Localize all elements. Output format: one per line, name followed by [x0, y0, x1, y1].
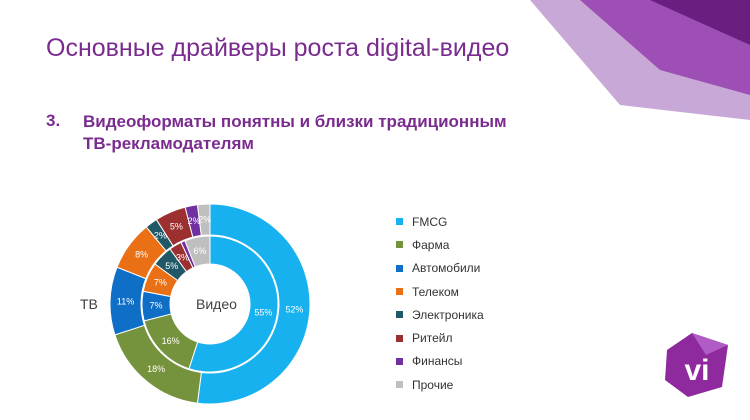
- inner-ring-slice-0: [188, 235, 279, 373]
- outer-ring-label-7: 2%: [198, 215, 211, 225]
- inner-ring-label-3: 7%: [154, 278, 167, 288]
- inner-ring-label-2: 7%: [150, 301, 163, 311]
- legend-swatch: [396, 334, 403, 342]
- outer-ring-label-4: 2%: [154, 231, 167, 241]
- outer-ring-label-5: 5%: [170, 221, 183, 231]
- legend-item: Автомобили: [396, 257, 484, 280]
- inner-ring-label: Видео: [196, 296, 237, 312]
- legend-swatch: [396, 288, 403, 296]
- legend-item: Ритейл: [396, 326, 484, 349]
- section-heading: Видеоформаты понятны и близки традиционн…: [83, 111, 507, 155]
- chart-legend: FMCG Фарма Автомобили Телеком Электроника Рит…: [396, 210, 484, 396]
- legend-swatch: [396, 218, 403, 226]
- vi-logo: vi: [665, 333, 728, 397]
- legend-label: Фарма: [412, 237, 450, 252]
- outer-ring-label: ТВ: [80, 296, 98, 312]
- legend-label: FMCG: [412, 214, 448, 229]
- legend-swatch: [396, 357, 403, 365]
- legend-swatch: [396, 381, 403, 389]
- inner-ring-slice-7: [184, 235, 211, 268]
- inner-ring-label-5: 3%: [176, 253, 189, 263]
- logo-shape-highlight: [692, 333, 728, 355]
- legend-label: Телеком: [412, 284, 459, 299]
- legend-label: Финансы: [412, 354, 463, 369]
- legend-item: FMCG: [396, 210, 484, 233]
- outer-ring-slice-7: [196, 203, 211, 237]
- legend-swatch: [396, 241, 403, 249]
- section-heading-line-1: Видеоформаты понятны и близки традиционн…: [83, 112, 507, 131]
- slide-title: Основные драйверы роста digital-видео: [46, 34, 510, 62]
- legend-label: Ритейл: [412, 331, 453, 346]
- outer-ring-slice-0: [196, 203, 311, 405]
- inner-ring-label-7: 6%: [193, 246, 206, 256]
- legend-label: Автомобили: [412, 261, 481, 276]
- section-heading-line-2: ТВ-рекламодателям: [83, 134, 254, 153]
- legend-item: Фарма: [396, 233, 484, 256]
- legend-label: Электроника: [412, 307, 484, 322]
- legend-item: Прочие: [396, 373, 484, 396]
- section-number: 3.: [46, 111, 61, 130]
- legend-swatch: [396, 264, 403, 272]
- outer-ring-label-6: 2%: [188, 216, 201, 226]
- legend-swatch: [396, 311, 403, 319]
- outer-ring-label-0: 52%: [285, 304, 303, 314]
- logo-text: vi: [684, 354, 709, 387]
- inner-ring-label-0: 55%: [254, 307, 272, 317]
- corner-shape-dark: [650, 0, 750, 45]
- legend-item: Электроника: [396, 303, 484, 326]
- corner-decoration: [530, 0, 750, 120]
- outer-ring-label-1: 18%: [147, 364, 165, 374]
- legend-item: Телеком: [396, 280, 484, 303]
- legend-item: Финансы: [396, 350, 484, 373]
- outer-ring-label-3: 8%: [135, 249, 148, 259]
- outer-ring-label-2: 11%: [117, 296, 134, 306]
- inner-ring-label-4: 5%: [165, 261, 178, 271]
- legend-label: Прочие: [412, 377, 454, 392]
- inner-ring-label-1: 16%: [162, 336, 180, 346]
